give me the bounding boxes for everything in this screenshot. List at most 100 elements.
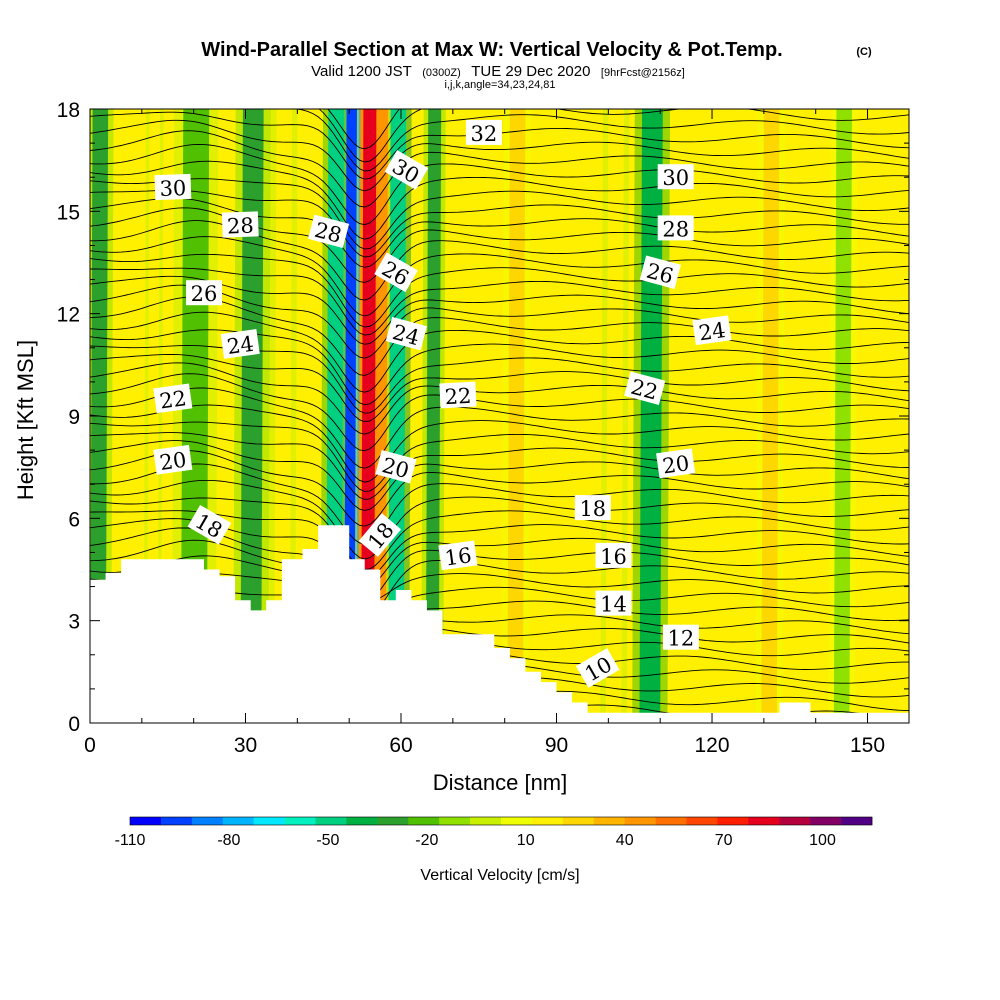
isentrope-label-text: 12: [668, 627, 695, 651]
isentrope-label-15: 16: [438, 540, 478, 571]
isentrope-label-text: 22: [444, 384, 472, 409]
colorbar-swatch-14: [562, 817, 595, 825]
isentrope-line-21: [90, 421, 909, 492]
x-tick-label-150: 150: [850, 734, 885, 757]
colorbar-swatch-8: [377, 817, 409, 825]
colorbar-label--50: -50: [316, 832, 339, 849]
isentrope-label-text: 22: [158, 386, 188, 413]
velocity-band-15: [833, 109, 852, 723]
isentrope-label-text: 20: [158, 448, 188, 475]
isentrope-label-text: 18: [579, 497, 606, 521]
isentrope-line-28: [90, 329, 909, 406]
isentrope-label-box: [375, 449, 417, 484]
isentrope-label-box: [307, 214, 350, 249]
isentrope-label-box: [575, 648, 620, 688]
isentrope-label-box: [692, 315, 732, 346]
isentrope-line-20: [90, 432, 909, 500]
isentrope-label-text: 28: [662, 217, 689, 241]
x-tick-label-60: 60: [389, 734, 412, 757]
colorbar-swatch-0: [130, 817, 162, 825]
isentrope-line-26: [90, 353, 909, 423]
colorbar-swatch-2: [191, 817, 224, 825]
isentrope-label-2: 26: [186, 280, 222, 306]
colorbar-label--110: -110: [115, 832, 146, 849]
isentrope-label-box: [639, 255, 681, 289]
isentrope-line-9: [90, 573, 909, 616]
isentrope-label-17: 16: [595, 542, 632, 569]
x-axis-title: Distance [nm]: [433, 770, 568, 795]
isentrope-label-box: [186, 280, 222, 306]
colorbar-title: Vertical Velocity [cm/s]: [420, 867, 579, 884]
isentrope-label-text: 26: [191, 282, 218, 306]
velocity-band-14: [761, 109, 780, 723]
colorbar-swatch-12: [501, 817, 533, 825]
velocity-band-10: [425, 109, 442, 723]
isentrope-label-box: [374, 252, 418, 293]
isentrope-line-25: [90, 362, 909, 435]
colorbar-label-100: 100: [809, 832, 836, 849]
isentrope-label-9: 28: [307, 214, 350, 249]
velocity-band-11: [507, 109, 526, 723]
isentrope-label-box: [384, 150, 429, 190]
subtitle-utc: (0300Z): [422, 67, 461, 79]
plot-area: 3028262422201832302826242220181618161412…: [90, 109, 909, 723]
colorbar-swatch-3: [222, 817, 254, 825]
isentrope-label-box: [574, 495, 611, 521]
x-tick-label-30: 30: [234, 734, 257, 757]
chart-subtitle: Valid 1200 JST (0300Z) TUE 29 Dec 2020 […: [311, 63, 685, 80]
colorbar-swatch-16: [624, 817, 656, 825]
isentrope-label-22: 28: [657, 215, 694, 241]
isentrope-label-box: [465, 119, 502, 145]
isentrope-label-text: 32: [471, 122, 498, 146]
colorbar-label--80: -80: [217, 832, 240, 849]
y-tick-label-9: 9: [68, 406, 80, 429]
isentrope-label-text: 28: [227, 214, 255, 239]
colorbar-swatch-11: [470, 817, 502, 825]
colorbar-swatch-17: [655, 817, 687, 825]
colorbar-swatch-4: [253, 817, 285, 825]
isentrope-line-39: [90, 189, 909, 258]
isentrope-line-16: [90, 479, 909, 560]
isentrope-label-26: 20: [656, 448, 696, 479]
isentrope-label-box: [657, 215, 694, 241]
subtitle-valid: Valid 1200 JST: [311, 63, 412, 80]
isentrope-label-box: [154, 173, 192, 201]
isentrope-label-text: 30: [159, 176, 187, 201]
isentrope-label-box: [385, 316, 427, 351]
isentrope-label-16: 18: [574, 495, 611, 521]
isentrope-label-text: 16: [600, 545, 627, 569]
isentrope-line-19: [90, 440, 909, 511]
y-axis: 0 3 6 9 12 15 18: [57, 99, 909, 736]
colorbar-swatch-19: [717, 817, 749, 825]
colorbar-swatch-18: [686, 817, 718, 825]
isentrope-label-24: 24: [692, 315, 732, 346]
colorbar-swatch-13: [531, 817, 564, 825]
isentrope-label-21: 30: [657, 164, 694, 190]
subtitle-forecast: [9hrFcst@2156z]: [601, 67, 685, 79]
colorbar-swatch-15: [593, 817, 625, 825]
colorbar-label-40: 40: [616, 832, 634, 849]
y-tick-label-6: 6: [68, 508, 80, 531]
isentrope-label-box: [153, 383, 193, 414]
colorbar: -110 -80 -50 -20 10 40 70 100: [115, 816, 873, 849]
isentrope-line-31: [90, 284, 909, 359]
isentrope-label-text: 24: [226, 332, 256, 359]
isentrope-label-18: 14: [595, 590, 632, 617]
colorbar-swatch-22: [810, 817, 842, 825]
isentrope-label-box: [657, 164, 694, 190]
isentrope-line-10: [90, 555, 909, 604]
isentrope-label-text: 24: [697, 318, 727, 345]
isentrope-line-41: [90, 160, 909, 240]
colorbar-swatch-6: [315, 817, 347, 825]
isentrope-line-29: [90, 311, 909, 393]
isentrope-line-44: [90, 119, 909, 192]
subtitle-date: TUE 29 Dec 2020: [471, 63, 590, 80]
colorbar-label--20: -20: [415, 832, 438, 849]
isentrope-label-text: 30: [662, 166, 689, 190]
isentrope-line-18: [90, 450, 909, 527]
colorbar-swatch-20: [748, 817, 780, 825]
colorbar-swatch-7: [346, 817, 378, 825]
y-tick-label-12: 12: [57, 304, 80, 327]
isentrope-label-12: 22: [439, 381, 477, 409]
